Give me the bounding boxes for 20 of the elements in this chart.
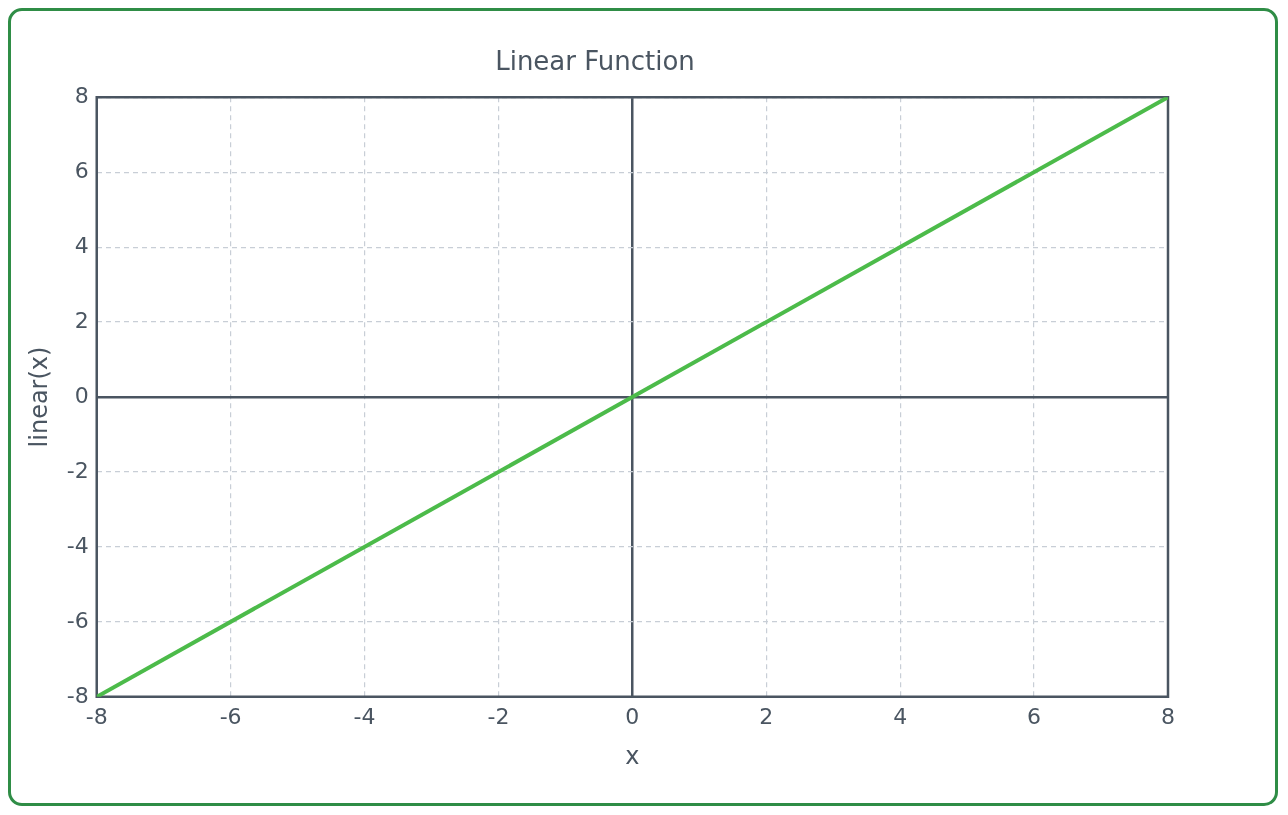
x-tick-label: 4 — [893, 703, 908, 729]
x-tick-label: 8 — [1161, 703, 1175, 729]
x-tick-label: 0 — [625, 703, 640, 729]
y-tick-label: 4 — [74, 232, 89, 258]
x-tick-label: -6 — [219, 703, 242, 729]
y-tick-label: -2 — [66, 457, 89, 483]
x-tick-label: -4 — [353, 703, 376, 729]
y-tick-label: 6 — [74, 157, 89, 183]
chart-title: Linear Function — [495, 46, 695, 77]
y-tick-label: -8 — [66, 682, 89, 708]
y-axis-title: linear(x) — [24, 346, 53, 448]
y-tick-label: 8 — [74, 82, 89, 108]
y-tick-label: -6 — [66, 607, 89, 633]
x-tick-label: -2 — [487, 703, 510, 729]
y-tick-label: 0 — [74, 382, 89, 408]
x-axis-title: x — [625, 741, 640, 770]
y-tick-label: -4 — [66, 532, 89, 558]
x-tick-label: 2 — [759, 703, 774, 729]
y-tick-label: 2 — [74, 307, 89, 333]
x-tick-label: 6 — [1027, 703, 1042, 729]
